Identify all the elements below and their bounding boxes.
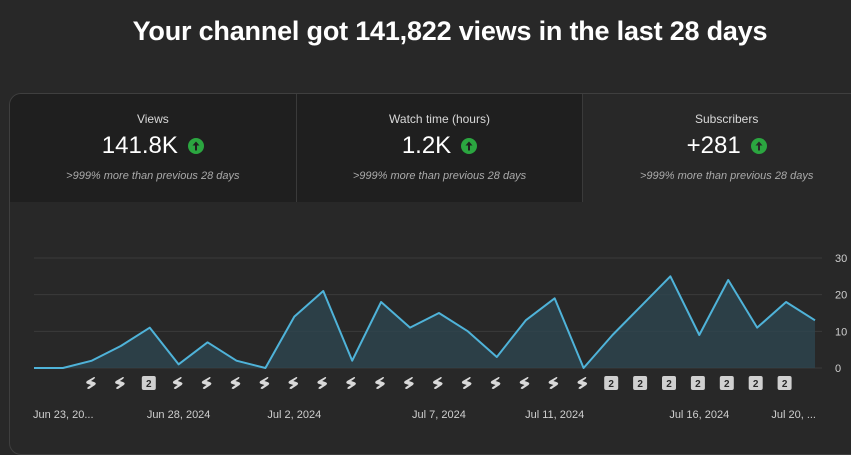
data-point xyxy=(784,300,788,304)
video-count-badge xyxy=(719,376,734,390)
data-point xyxy=(263,366,267,370)
data-point xyxy=(292,315,296,319)
video-count-badge xyxy=(662,376,676,390)
data-point xyxy=(495,355,499,359)
y-tick-label: 0 xyxy=(835,363,841,375)
data-point xyxy=(408,326,412,330)
shorts-icon xyxy=(461,377,472,389)
video-count-badge xyxy=(777,376,792,390)
watch-time-compare: >999% more than previous 28 days xyxy=(352,170,527,182)
watch-time-label: Watch time (hours) xyxy=(389,112,490,126)
subscribers-compare: >999% more than previous 28 days xyxy=(639,170,814,182)
arrow-up-icon xyxy=(750,138,767,154)
shorts-icon xyxy=(172,377,183,389)
y-tick-label: 20 xyxy=(835,290,847,302)
arrow-up-icon xyxy=(187,138,204,154)
data-point xyxy=(119,344,123,348)
chart-line xyxy=(34,275,816,369)
y-tick-label: 10 xyxy=(835,326,847,338)
video-count-badge xyxy=(690,376,705,390)
data-point xyxy=(177,362,181,366)
video-count-badge xyxy=(604,376,619,390)
video-count-label: 2 xyxy=(666,379,672,390)
shorts-icon xyxy=(490,377,501,389)
data-point xyxy=(553,296,557,300)
video-count-label: 2 xyxy=(782,379,788,390)
subscribers-label: Subscribers xyxy=(694,112,759,126)
data-point xyxy=(61,366,65,370)
views-line-chart: 30 20 10 0 2 2 2 2 2 2 2 2 Jun 23, 20... Jun 28, 2024… xyxy=(32,253,847,421)
y-tick-label: 30 xyxy=(835,253,847,265)
shorts-icon xyxy=(548,377,559,389)
shorts-icon xyxy=(346,377,356,389)
shorts-icon xyxy=(577,377,588,389)
data-point xyxy=(350,359,354,363)
data-point xyxy=(32,366,36,370)
shorts-icon xyxy=(230,377,241,389)
data-point xyxy=(726,278,730,282)
data-point xyxy=(437,311,441,315)
data-point xyxy=(813,318,817,322)
x-tick-label: Jun 28, 2024 xyxy=(147,409,211,421)
shorts-icon xyxy=(519,377,530,389)
data-point xyxy=(148,326,152,330)
shorts-icon xyxy=(404,377,414,389)
video-count-badge xyxy=(633,376,648,390)
page-headline: Your channel got 141,822 views in the la… xyxy=(132,16,768,46)
tab-subscribers[interactable]: Subscribers +281 >999% more than previou… xyxy=(583,94,851,202)
data-point xyxy=(90,359,94,363)
x-tick-label: Jul 11, 2024 xyxy=(525,409,584,421)
video-count-label: 2 xyxy=(637,379,643,390)
tab-watch-time[interactable]: Watch time (hours) 1.2K >999% more than … xyxy=(296,94,584,202)
shorts-icon xyxy=(86,377,96,389)
shorts-icon xyxy=(288,377,299,389)
shorts-icon xyxy=(115,377,125,389)
shorts-icon xyxy=(317,377,327,389)
analytics-card: Views 141.8K >999% more than previous 28… xyxy=(9,93,851,455)
x-tick-label: Jul 2, 2024 xyxy=(267,409,321,421)
shorts-icon xyxy=(201,377,212,389)
data-point xyxy=(668,274,672,278)
data-point xyxy=(611,333,615,337)
video-count-label: 2 xyxy=(146,379,152,390)
shorts-icon xyxy=(433,377,443,389)
views-value: 141.8K xyxy=(101,132,178,159)
video-count-badge xyxy=(748,376,763,390)
x-tick-label: Jul 20, ... xyxy=(771,409,816,421)
shorts-icon xyxy=(375,377,385,389)
data-point xyxy=(206,340,210,344)
chart-area-fill xyxy=(34,276,815,368)
shorts-icon xyxy=(259,377,270,389)
watch-time-value: 1.2K xyxy=(401,132,452,159)
video-count-label: 2 xyxy=(608,379,614,390)
arrow-up-icon xyxy=(461,138,478,154)
data-point xyxy=(466,329,470,333)
data-point xyxy=(755,326,759,330)
data-point xyxy=(697,333,701,337)
video-count-label: 2 xyxy=(753,379,759,390)
data-point xyxy=(234,359,238,363)
subscribers-value: +281 xyxy=(686,132,741,159)
x-tick-label: Jun 23, 20... xyxy=(33,409,94,421)
data-point xyxy=(321,289,325,293)
views-label: Views xyxy=(136,112,169,126)
x-tick-label: Jul 7, 2024 xyxy=(412,409,466,421)
views-compare: >999% more than previous 28 days xyxy=(66,170,240,182)
data-point xyxy=(524,318,528,322)
tab-views[interactable]: Views 141.8K >999% more than previous 28… xyxy=(10,94,297,202)
data-point xyxy=(639,304,643,308)
video-count-badge xyxy=(141,376,156,390)
data-point xyxy=(582,366,586,370)
data-point xyxy=(379,300,383,304)
video-count-label: 2 xyxy=(724,379,730,390)
x-tick-label: Jul 16, 2024 xyxy=(669,409,729,421)
metric-tabs: Views 141.8K >999% more than previous 28… xyxy=(10,94,851,202)
video-count-label: 2 xyxy=(695,379,701,390)
